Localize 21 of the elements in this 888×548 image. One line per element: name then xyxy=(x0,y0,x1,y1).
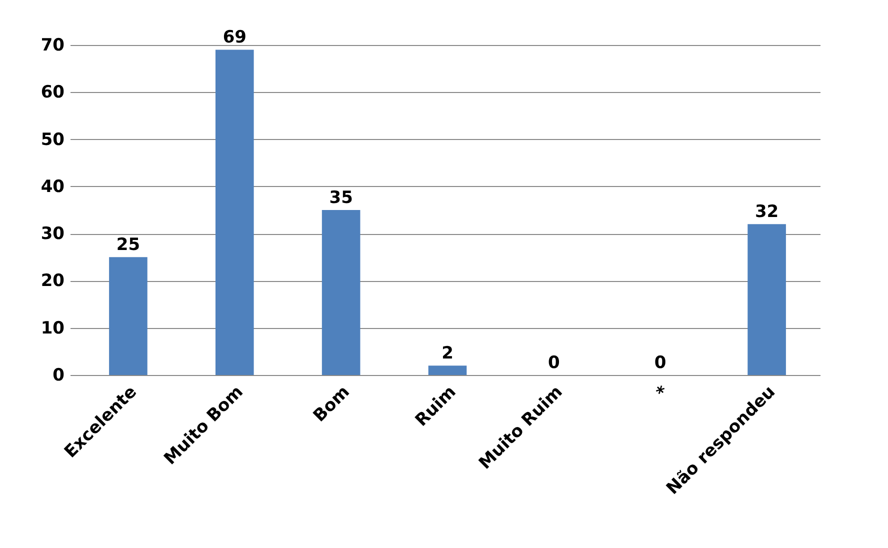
y-tick-label: 60 xyxy=(40,82,65,103)
data-label: 69 xyxy=(222,28,246,48)
y-tick-label: 40 xyxy=(40,176,65,197)
data-label: 35 xyxy=(329,188,353,208)
bar xyxy=(109,257,148,375)
bar xyxy=(428,366,467,375)
y-tick-label: 10 xyxy=(40,318,65,338)
data-label: 32 xyxy=(754,202,779,222)
data-label: 2 xyxy=(442,344,454,364)
data-label: 0 xyxy=(548,353,560,373)
y-tick-label: 30 xyxy=(40,224,65,244)
y-tick-label: 70 xyxy=(40,36,65,56)
y-tick-label: 0 xyxy=(52,366,65,386)
y-tick-label: 50 xyxy=(40,130,65,150)
data-label: 25 xyxy=(116,235,140,256)
x-tick-label: * xyxy=(652,382,674,403)
bar xyxy=(215,50,254,375)
data-label: 0 xyxy=(654,353,666,373)
bar xyxy=(322,210,360,375)
bar xyxy=(748,224,786,375)
y-tick-label: 20 xyxy=(40,271,65,292)
